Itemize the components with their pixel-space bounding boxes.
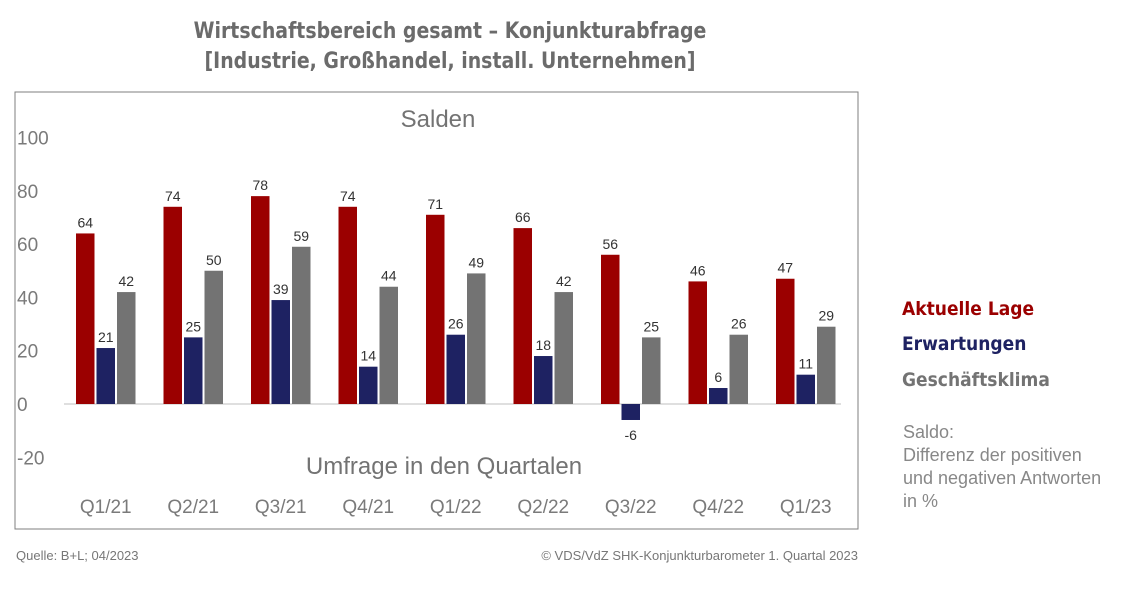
bar-aktuelle-lage: [76, 233, 95, 404]
plot-inner-title: Salden: [401, 106, 476, 133]
y-tick-label: 0: [17, 395, 28, 416]
bar-aktuelle-lage: [513, 228, 532, 404]
data-label: 49: [468, 254, 484, 270]
bar-erwartungen: [446, 334, 465, 404]
data-label: 25: [643, 318, 659, 334]
bar-gesch-ftsklima: [467, 273, 486, 404]
bar-aktuelle-lage: [163, 206, 182, 404]
data-label: 78: [252, 177, 268, 193]
bar-gesch-ftsklima: [554, 292, 573, 404]
chart-title-line2: [Industrie, Großhandel, install. Unterne…: [204, 49, 696, 74]
bar-gesch-ftsklima: [117, 292, 136, 404]
bar-gesch-ftsklima: [204, 270, 223, 404]
data-label: 74: [340, 188, 356, 204]
data-label: -6: [625, 427, 638, 443]
bar-erwartungen: [184, 337, 203, 404]
data-label: 18: [535, 337, 551, 353]
bar-gesch-ftsklima: [642, 337, 661, 404]
x-tick-label: Q4/22: [692, 497, 744, 518]
data-label: 59: [293, 228, 309, 244]
x-tick-label: Q3/21: [255, 497, 307, 518]
x-tick-label: Q1/23: [780, 497, 832, 518]
saldo-note-line1: Saldo:: [903, 422, 955, 442]
saldo-note-line2: Differenz der positiven: [903, 445, 1082, 465]
x-tick-label: Q3/22: [605, 497, 657, 518]
data-label: 39: [273, 281, 289, 297]
data-label: 26: [731, 316, 747, 332]
data-label: 56: [602, 236, 618, 252]
x-axis-label: Umfrage in den Quartalen: [306, 453, 582, 480]
data-label: 44: [381, 268, 397, 284]
bar-aktuelle-lage: [776, 278, 795, 404]
data-label: 71: [427, 196, 443, 212]
data-label: 74: [165, 188, 181, 204]
data-label: 46: [690, 262, 706, 278]
bar-gesch-ftsklima: [379, 286, 398, 404]
y-tick-label: 80: [17, 182, 38, 203]
bar-aktuelle-lage: [338, 206, 357, 404]
data-label: 6: [714, 369, 722, 385]
legend-geschaeftsklima: Geschäftsklima: [902, 369, 1050, 391]
saldo-note-line4: in %: [903, 491, 939, 511]
bar-aktuelle-lage: [251, 196, 270, 404]
bar-erwartungen: [271, 300, 290, 404]
bar-gesch-ftsklima: [292, 246, 311, 404]
data-label: 11: [798, 356, 813, 372]
data-label: 66: [515, 209, 531, 225]
source-footnote: Quelle: B+L; 04/2023: [16, 548, 139, 563]
bar-aktuelle-lage: [426, 214, 445, 404]
bar-aktuelle-lage: [688, 281, 707, 404]
y-tick-label: 100: [17, 129, 49, 150]
data-label: 14: [360, 348, 376, 364]
bar-erwartungen: [709, 388, 728, 404]
x-tick-label: Q4/21: [342, 497, 394, 518]
plot-frame: [14, 91, 859, 530]
chart-title-line1: Wirtschaftsbereich gesamt – Konjunkturab…: [193, 19, 707, 44]
legend-aktuelle-lage: Aktuelle Lage: [902, 298, 1035, 320]
x-tick-label: Q2/22: [517, 497, 569, 518]
data-label: 47: [777, 260, 793, 276]
bar-erwartungen: [796, 374, 815, 404]
copyright-footnote: © VDS/VdZ SHK-Konjunkturbarometer 1. Qua…: [541, 548, 858, 563]
y-tick-label: -20: [17, 448, 44, 469]
data-label: 29: [818, 308, 834, 324]
bar-erwartungen: [359, 366, 378, 404]
data-label: 50: [206, 252, 222, 268]
data-label: 26: [448, 316, 464, 332]
y-tick-label: 60: [17, 235, 38, 256]
data-label: 42: [556, 273, 572, 289]
saldo-note-line3: und negativen Antworten: [903, 468, 1102, 488]
data-label: 64: [77, 214, 93, 230]
y-tick-label: 40: [17, 288, 38, 309]
bar-aktuelle-lage: [601, 254, 620, 404]
x-tick-label: Q2/21: [167, 497, 219, 518]
bar-erwartungen: [534, 356, 553, 404]
bar-erwartungen: [621, 404, 640, 420]
data-label: 42: [118, 273, 134, 289]
bar-erwartungen: [96, 348, 115, 404]
bar-gesch-ftsklima: [817, 326, 836, 404]
y-tick-label: 20: [17, 342, 38, 363]
data-label: 21: [98, 329, 114, 345]
x-tick-label: Q1/21: [80, 497, 132, 518]
data-label: 25: [185, 318, 201, 334]
x-tick-label: Q1/22: [430, 497, 482, 518]
legend-erwartungen: Erwartungen: [902, 333, 1027, 355]
bar-gesch-ftsklima: [729, 334, 748, 404]
